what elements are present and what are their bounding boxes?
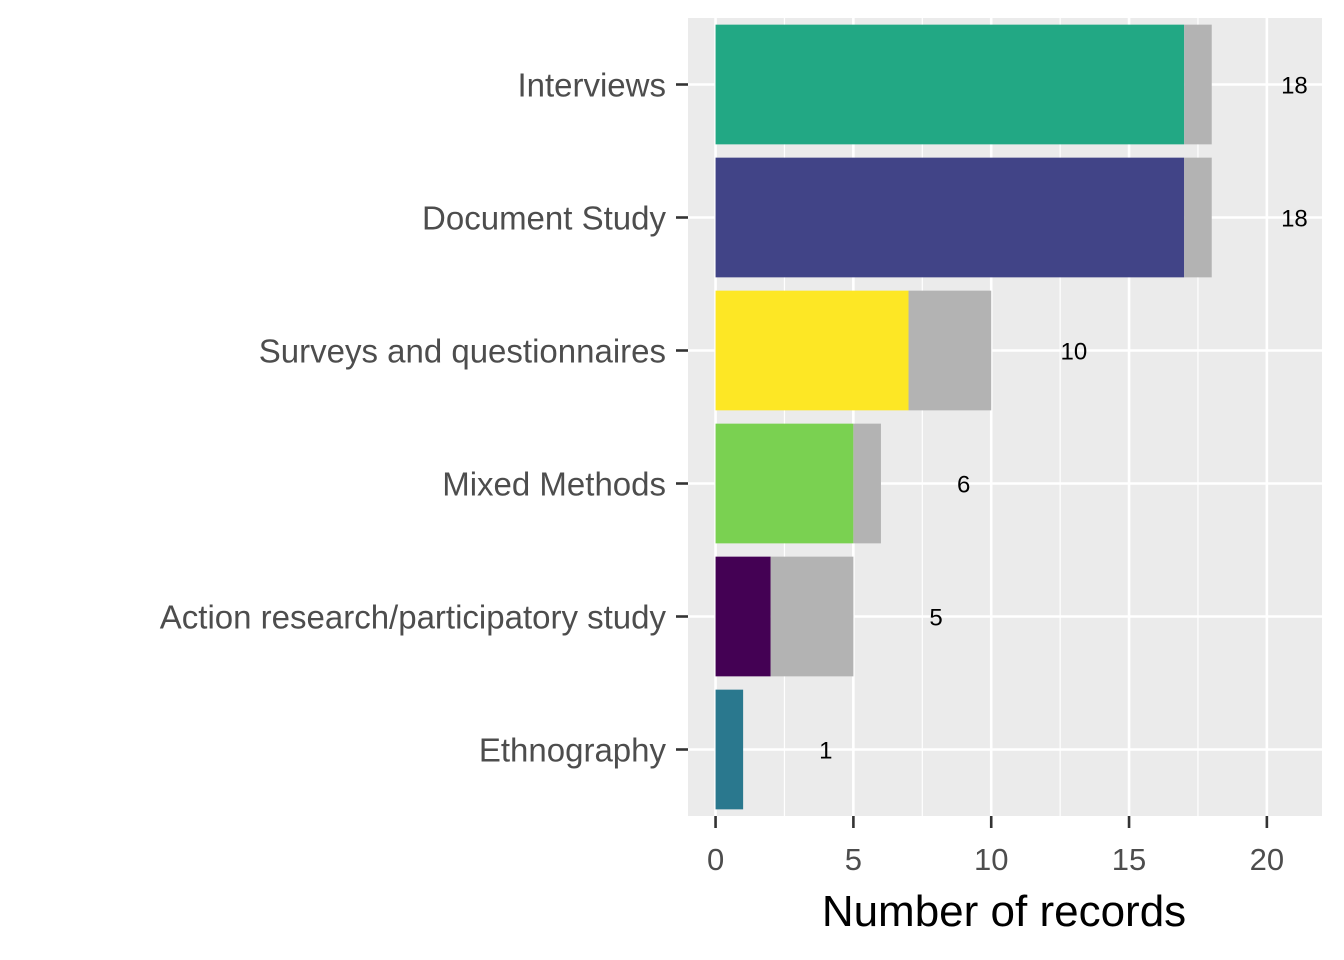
bar-segment-primary [715,556,771,677]
data-label: 18 [1281,206,1308,233]
data-label: 5 [929,605,942,632]
x-tick-label: 10 [974,842,1008,877]
category-label: Action research/participatory study [160,599,667,636]
bars [715,24,1212,810]
x-tick-label: 15 [1112,842,1146,877]
bar-segment-remainder [1184,24,1212,145]
data-label: 1 [819,738,832,765]
data-label: 10 [1061,339,1088,366]
data-label: 6 [957,472,970,499]
bar-segment-primary [715,24,1185,145]
category-label: Document Study [422,200,666,237]
data-label: 18 [1281,73,1308,100]
x-axis-title: Number of records [822,887,1186,936]
category-label: Interviews [517,67,666,104]
bar-segment-remainder [770,556,854,677]
x-tick-label: 20 [1250,842,1284,877]
bar-segment-primary [715,423,854,544]
data-labels: 18 18 10 6 5 1 [819,73,1308,765]
x-tick-label: 0 [707,842,724,877]
bar-segment-remainder [853,423,881,544]
bar-segment-primary [715,290,909,411]
category-label: Ethnography [479,732,667,769]
bar-segment-remainder [908,290,992,411]
bar-segment-remainder [1184,157,1212,278]
category-label: Mixed Methods [442,466,666,503]
x-axis: 0 5 10 15 20 [707,816,1284,877]
x-tick-label: 5 [845,842,862,877]
bar-segment-primary [715,689,744,810]
bar-segment-primary [715,157,1185,278]
panel-background [688,18,1322,816]
minor-gridlines [783,18,1199,816]
category-label: Surveys and questionnaires [259,333,666,370]
y-axis: Interviews Document Study Surveys and ques… [160,67,688,769]
